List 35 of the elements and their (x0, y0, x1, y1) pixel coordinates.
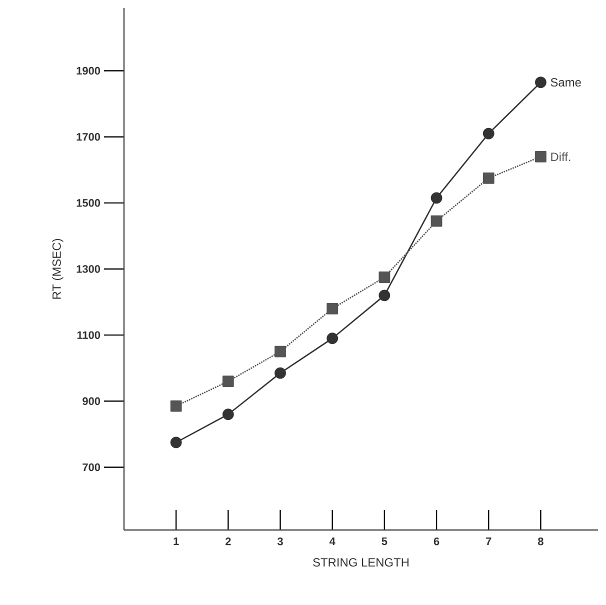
x-tick-label: 2 (226, 538, 231, 546)
point (274, 367, 286, 379)
y-tick-label: 700 (82, 463, 100, 472)
y-tick-label: 900 (82, 397, 100, 406)
x-tick-label: 6 (434, 538, 440, 546)
point (222, 408, 234, 420)
point (222, 376, 234, 388)
point (535, 76, 546, 88)
point (378, 272, 390, 283)
y-tick-label: 1100 (77, 331, 100, 339)
x-tick-label: 4 (329, 538, 336, 546)
x-tick-label: 8 (538, 538, 544, 546)
y-tick-label: 1500 (76, 199, 100, 207)
point (326, 332, 338, 344)
x-axis-title: STRING LENGTH (313, 558, 409, 567)
point (170, 436, 182, 448)
series-label: Diff. (551, 152, 570, 161)
point (430, 215, 442, 227)
y-axis-title: RT (MSEC) (52, 238, 64, 299)
point (378, 290, 390, 302)
x-tick-label: 1 (174, 538, 179, 546)
x-tick-label: 5 (382, 538, 388, 546)
x-tick-label: 7 (486, 538, 492, 546)
series-label: Same (550, 78, 581, 87)
y-tick-label: 1900 (76, 66, 100, 75)
point (430, 192, 442, 204)
point (535, 150, 546, 162)
y-tick-label: 1700 (76, 132, 100, 141)
point (274, 346, 286, 358)
y-tick-label: 1300 (76, 265, 100, 273)
point (482, 128, 494, 140)
point (326, 302, 338, 314)
point (482, 172, 494, 184)
x-tick-label: 3 (277, 538, 283, 546)
point (170, 400, 182, 412)
